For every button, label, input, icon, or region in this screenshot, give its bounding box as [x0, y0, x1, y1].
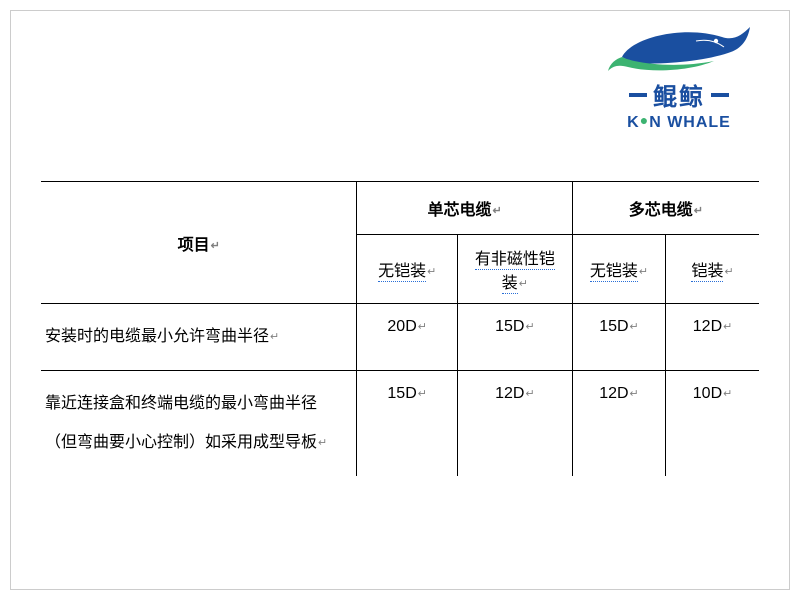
row1-v0: 15D↵ [357, 371, 458, 476]
return-mark-icon: ↵ [724, 266, 733, 278]
brand-dash-left [629, 93, 647, 97]
row0-v1-text: 15D [495, 318, 524, 335]
brand-en-dot-icon: ● [640, 112, 649, 128]
subhead-g1a-text: 无铠装 [378, 263, 426, 282]
return-mark-icon: ↵ [630, 388, 639, 400]
whale-icon [604, 19, 754, 79]
return-mark-icon: ↵ [318, 437, 327, 449]
return-mark-icon: ↵ [630, 321, 639, 333]
row1-v2-text: 12D [599, 385, 628, 402]
col-header-single-core: 单芯电缆↵ [357, 182, 572, 235]
return-mark-icon: ↵ [418, 321, 427, 333]
return-mark-icon: ↵ [270, 331, 279, 343]
row1-v1: 12D↵ [457, 371, 572, 476]
return-mark-icon: ↵ [493, 205, 502, 217]
brand-logo: 鲲鲸 K●N WHALE [589, 19, 769, 132]
subhead-g2a-text: 无铠装 [590, 263, 638, 282]
subhead-g1b: 有非磁性铠装↵ [457, 235, 572, 304]
row1-label: 靠近连接盒和终端电缆的最小弯曲半径（但弯曲要小心控制）如采用成型导板↵ [41, 371, 357, 476]
col-header-multi-core: 多芯电缆↵ [572, 182, 759, 235]
row0-v3-text: 12D [693, 318, 722, 335]
row1-v0-text: 15D [387, 385, 416, 402]
table-header-row-1: 项目↵ 单芯电缆↵ 多芯电缆↵ [41, 182, 759, 235]
brand-name-en: K●N WHALE [589, 112, 769, 132]
cable-bend-radius-table: 项目↵ 单芯电缆↵ 多芯电缆↵ 无铠装↵ 有非磁性铠装↵ 无铠装↵ [41, 181, 759, 476]
row0-v3: 12D↵ [666, 304, 759, 371]
row1-v2: 12D↵ [572, 371, 665, 476]
return-mark-icon: ↵ [525, 388, 534, 400]
subhead-g2b: 铠装↵ [666, 235, 759, 304]
row1-v1-text: 12D [495, 385, 524, 402]
header-g2-text: 多芯电缆 [629, 202, 693, 219]
return-mark-icon: ↵ [639, 266, 648, 278]
brand-en-k: K [627, 114, 640, 131]
row0-v0-text: 20D [387, 318, 416, 335]
row0-label-text: 安装时的电缆最小允许弯曲半径 [45, 328, 269, 345]
row1-label-text: 靠近连接盒和终端电缆的最小弯曲半径（但弯曲要小心控制）如采用成型导板 [45, 395, 317, 450]
return-mark-icon: ↵ [525, 321, 534, 333]
page-frame: 鲲鲸 K●N WHALE 项目↵ 单芯电缆↵ 多芯电缆↵ [10, 10, 790, 590]
return-mark-icon: ↵ [723, 321, 732, 333]
return-mark-icon: ↵ [418, 388, 427, 400]
row0-v2: 15D↵ [572, 304, 665, 371]
return-mark-icon: ↵ [211, 240, 220, 252]
table-row: 靠近连接盒和终端电缆的最小弯曲半径（但弯曲要小心控制）如采用成型导板↵ 15D↵… [41, 371, 759, 476]
brand-dash-right [711, 93, 729, 97]
subhead-g1b-text: 有非磁性铠装 [475, 251, 555, 294]
subhead-g2b-text: 铠装 [691, 263, 723, 282]
row1-v3: 10D↵ [666, 371, 759, 476]
row0-label: 安装时的电缆最小允许弯曲半径↵ [41, 304, 357, 371]
brand-name-cn: 鲲鲸 [653, 77, 705, 112]
return-mark-icon: ↵ [694, 205, 703, 217]
table-row: 安装时的电缆最小允许弯曲半径↵ 20D↵ 15D↵ 15D↵ 12D↵ [41, 304, 759, 371]
brand-en-rest: N WHALE [649, 114, 731, 131]
row0-v2-text: 15D [599, 318, 628, 335]
row0-v1: 15D↵ [457, 304, 572, 371]
subhead-g2a: 无铠装↵ [572, 235, 665, 304]
header-item-text: 项目 [178, 237, 210, 254]
col-header-item: 项目↵ [41, 182, 357, 304]
cable-bend-radius-table-wrap: 项目↵ 单芯电缆↵ 多芯电缆↵ 无铠装↵ 有非磁性铠装↵ 无铠装↵ [41, 181, 759, 476]
return-mark-icon: ↵ [427, 266, 436, 278]
return-mark-icon: ↵ [723, 388, 732, 400]
subhead-g1a: 无铠装↵ [357, 235, 458, 304]
header-g1-text: 单芯电缆 [428, 202, 492, 219]
row1-v3-text: 10D [693, 385, 722, 402]
row0-v0: 20D↵ [357, 304, 458, 371]
brand-name-cn-row: 鲲鲸 [589, 77, 769, 112]
return-mark-icon: ↵ [519, 278, 528, 290]
